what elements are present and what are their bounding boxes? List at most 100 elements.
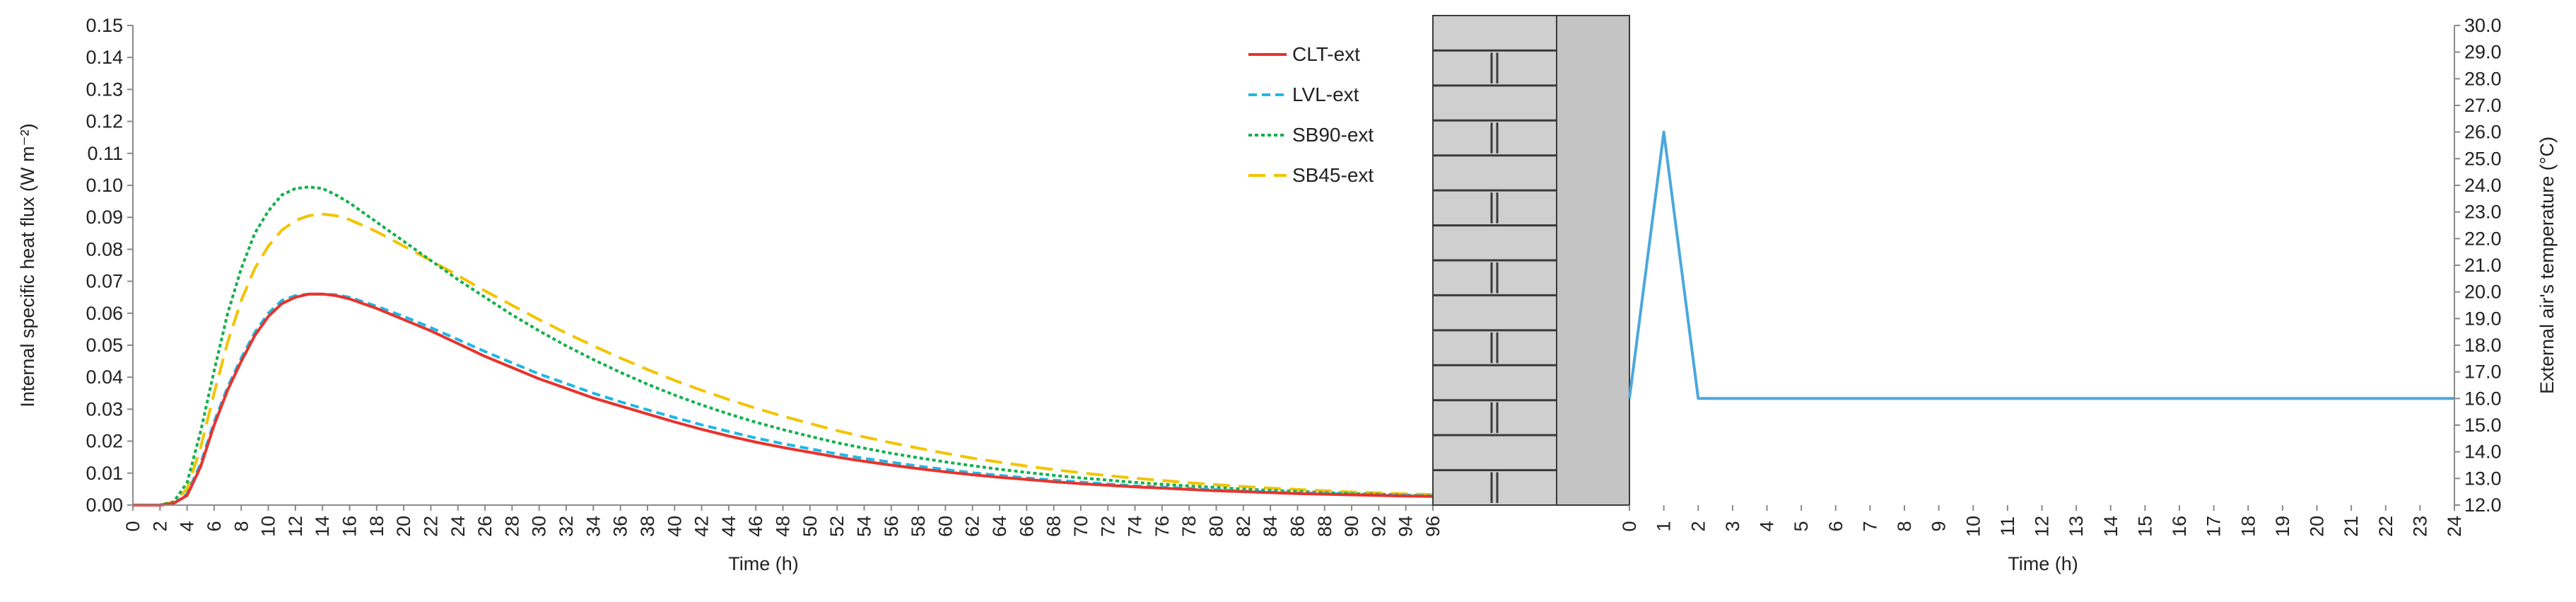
heat-flux-x-tick-label: 52 [826,516,848,537]
temperature-x-tick-label: 0 [1619,521,1640,531]
series-line-lvl-ext [133,292,1434,507]
heat-flux-y-tick-label: 0.15 [86,15,123,36]
temperature-y-tick-label: 13.0 [2464,468,2502,489]
temperature-x-tick-label: 23 [2409,516,2430,537]
legend-label-clt-ext: CLT-ext [1292,43,1360,65]
temperature-y-tick-label: 23.0 [2464,202,2502,223]
heat-flux-x-tick-label: 60 [935,516,956,537]
heat-flux-y-tick-label: 0.14 [86,47,123,68]
heat-flux-x-tick-label: 6 [204,521,225,531]
heat-flux-x-tick-label: 56 [881,516,902,537]
heat-flux-x-tick-label: 30 [529,516,550,537]
heat-flux-y-tick-label: 0.09 [86,207,123,228]
heat-flux-x-tick-label: 58 [908,516,929,537]
temperature-series [1628,130,2454,400]
heat-flux-x-tick-label: 94 [1395,516,1417,537]
heat-flux-x-tick-label: 14 [312,516,333,537]
heat-flux-x-tick-label: 36 [610,516,631,537]
heat-flux-x-tick-label: 0 [122,521,144,531]
series-line-sb45-ext [133,212,1434,507]
heat-flux-y-tick-label: 0.04 [86,366,123,388]
heat-flux-chart: 0.00 0.01 0.02 0.03 0.04 0.05 0.06 0.07 0.08 0.09… [17,15,1444,574]
heat-flux-x-tick-label: 26 [474,516,496,537]
temperature-x-tick-label: 6 [1825,521,1846,531]
heat-flux-x-tick-label: 34 [582,516,604,537]
heat-flux-x-tick-label: 42 [691,516,713,537]
temperature-x-axis-title: Time (h) [2008,553,2078,574]
temperature-x-tick-label: 11 [1997,516,2018,536]
temperature-x-tick-label: 10 [1962,516,1984,537]
legend-item-lvl-ext: LVL-ext [1248,83,1359,105]
heat-flux-y-tick-label: 0.07 [86,271,123,292]
temperature-y-tick-label: 14.0 [2464,441,2502,463]
temperature-x-tick-label: 19 [2272,516,2293,537]
temperature-y-tick-label: 20.0 [2464,282,2502,303]
legend-item-sb90-ext: SB90-ext [1248,124,1374,146]
series-line-external-temperature [1628,130,2454,400]
heat-flux-y-tick-label: 0.06 [86,303,123,324]
temperature-x-tick-label: 18 [2237,516,2259,537]
wall-diagram [1432,15,1630,506]
legend: CLT-ext LVL-ext SB90-ext SB45-ext [1248,43,1374,186]
heat-flux-y-tick-label: 0.08 [86,238,123,260]
temperature-x-tick-label: 9 [1928,521,1950,531]
legend-item-sb45-ext: SB45-ext [1248,164,1374,186]
heat-flux-x-tick-label: 50 [800,516,821,537]
temperature-y-tick-label: 18.0 [2464,335,2502,356]
temperature-y-tick-label: 25.0 [2464,148,2502,169]
heat-flux-y-tick-label: 0.01 [86,463,123,484]
heat-flux-x-axis-title: Time (h) [728,553,799,574]
heat-flux-x-tick-label: 48 [773,516,794,537]
temperature-y-tick-label: 28.0 [2464,68,2502,89]
temperature-x-tick-label: 20 [2307,516,2328,537]
heat-flux-y-tick-label: 0.05 [86,335,123,356]
heat-flux-x-tick-label: 22 [420,516,441,537]
temperature-y-tick-label: 27.0 [2464,95,2502,116]
heat-flux-y-tick-label: 0.13 [86,79,123,100]
temperature-y-tick-label: 30.0 [2464,15,2502,36]
temperature-x-tick-label: 17 [2203,516,2225,537]
heat-flux-x-tick-label: 86 [1287,516,1308,537]
temperature-y-tick-label: 16.0 [2464,388,2502,409]
heat-flux-x-tick-label: 8 [230,521,252,531]
temperature-x-tick-label: 3 [1722,521,1743,531]
heat-flux-x-tick-label: 78 [1178,516,1200,537]
temperature-y-ticks: 12.0 13.0 14.0 15.0 16.0 17.0 18.0 19.0 20.0 21.0… [2454,15,2502,516]
heat-flux-y-tick-label: 0.10 [86,175,123,196]
heat-flux-x-tick-label: 20 [393,516,414,537]
heat-flux-x-tick-label: 90 [1341,516,1362,537]
temperature-y-tick-label: 17.0 [2464,361,2502,383]
heat-flux-x-tick-label: 84 [1260,516,1281,537]
temperature-y-tick-label: 22.0 [2464,228,2502,249]
wall-panel [1556,15,1630,506]
temperature-x-tick-label: 8 [1894,521,1915,531]
legend-label-sb90-ext: SB90-ext [1292,124,1374,146]
temperature-y-axis-title: External air's temperature (°C) [2536,137,2558,394]
temperature-x-tick-label: 5 [1791,521,1812,531]
heat-flux-series [133,185,1434,507]
temperature-x-tick-label: 7 [1859,521,1880,531]
heat-flux-x-tick-label: 80 [1206,516,1227,537]
temperature-y-tick-label: 21.0 [2464,255,2502,276]
heat-flux-x-tick-label: 38 [637,516,658,537]
temperature-y-tick-label: 29.0 [2464,42,2502,63]
heat-flux-x-tick-label: 76 [1152,516,1173,537]
heat-flux-x-tick-label: 68 [1043,516,1065,537]
heat-flux-x-tick-label: 32 [556,516,577,537]
heat-flux-y-axis-title: Internal specific heat flux (W m⁻²) [17,123,38,407]
temperature-x-tick-label: 14 [2100,516,2121,537]
heat-flux-x-tick-label: 24 [447,516,469,537]
temperature-y-tick-label: 24.0 [2464,175,2502,196]
temperature-x-tick-label: 24 [2444,516,2465,537]
legend-item-clt-ext: CLT-ext [1248,43,1360,65]
heat-flux-x-tick-label: 46 [745,516,766,537]
heat-flux-x-tick-label: 82 [1233,516,1254,537]
heat-flux-x-tick-label: 28 [501,516,522,537]
legend-label-lvl-ext: LVL-ext [1292,83,1359,105]
temperature-y-tick-label: 19.0 [2464,308,2502,329]
heat-flux-x-tick-label: 88 [1314,516,1335,537]
heat-flux-x-tick-label: 54 [853,516,874,537]
heat-flux-x-tick-label: 92 [1368,516,1389,537]
series-line-sb90-ext [133,185,1434,507]
